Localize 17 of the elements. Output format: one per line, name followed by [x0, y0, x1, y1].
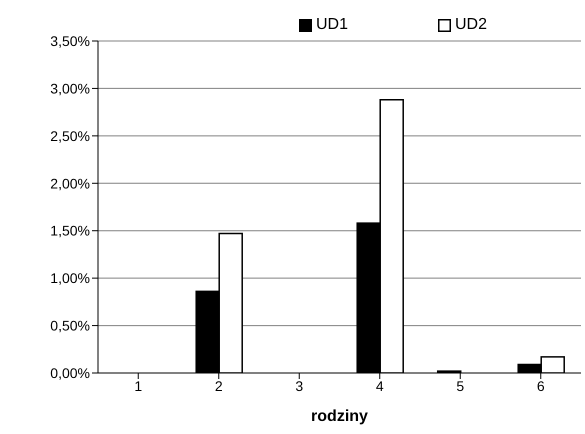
y-tick-label: 0,50%	[50, 318, 90, 334]
y-tick-label: 1,00%	[50, 270, 90, 286]
y-tick-label: 2,00%	[50, 175, 90, 192]
y-tick-label: 2,50%	[50, 128, 90, 144]
legend-label: UD2	[455, 16, 488, 34]
y-tick-label: 1,50%	[50, 222, 90, 239]
y-tick-label: 3,00%	[50, 80, 90, 96]
x-tick-label: 5	[456, 378, 464, 394]
x-tick-label: 4	[376, 378, 384, 394]
y-tick-label: 3,50%	[50, 32, 90, 49]
y-tick-label: 0,00%	[50, 364, 90, 381]
x-tick-label: 2	[214, 378, 223, 394]
x-tick-label: 1	[134, 378, 142, 394]
x-axis-title: rodziny	[311, 408, 368, 425]
legend-label: UD1	[316, 16, 348, 34]
x-tick-label: 3	[295, 378, 304, 394]
x-tick-label: 6	[536, 378, 545, 394]
